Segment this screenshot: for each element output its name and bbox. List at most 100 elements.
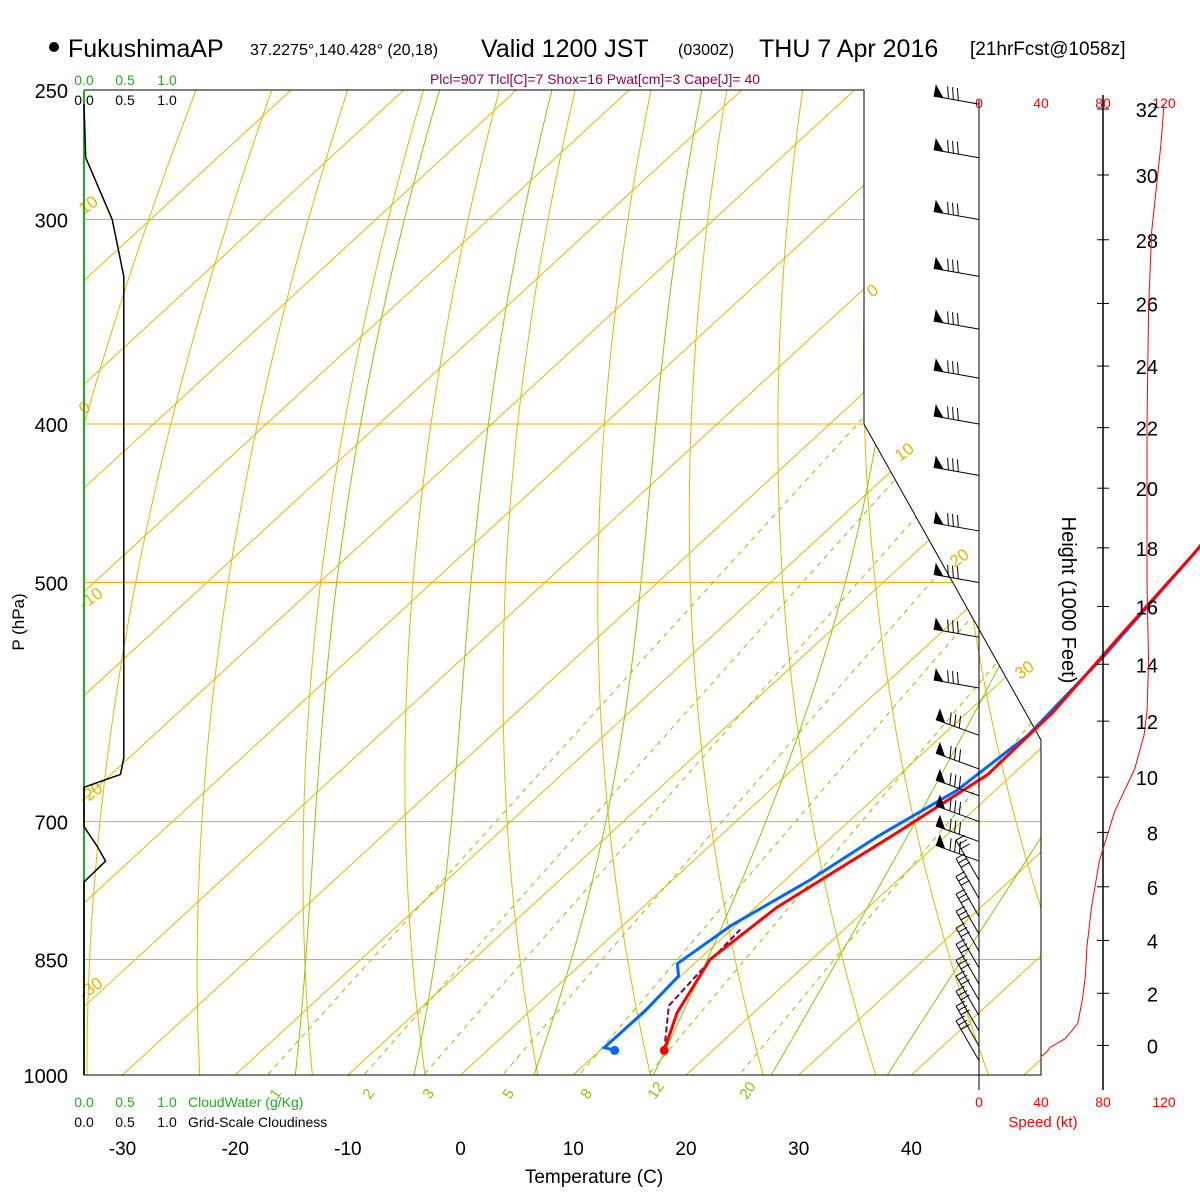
- wind-barb-shaft: [933, 415, 980, 425]
- wind-barb-feather: [960, 979, 970, 986]
- wind-barb: [933, 455, 980, 476]
- wind-barb-flag: [933, 455, 944, 470]
- mixing-ratio-label: 20: [736, 1079, 759, 1102]
- wind-barb: [935, 768, 980, 797]
- wind-barb-feather: [955, 834, 965, 841]
- mixing-ratio-line: [696, 414, 1041, 1075]
- wind-barb-feather: [949, 818, 952, 832]
- height-tick-label: 2: [1147, 984, 1158, 1006]
- height-tick-label: 12: [1136, 712, 1158, 734]
- parcel-trace: [663, 928, 741, 1051]
- temperature-tick-label: -20: [221, 1139, 248, 1160]
- isotherm-line: [404, 90, 1041, 1075]
- dry-adiabat-line: [502, 90, 583, 1075]
- wind-barb-shaft: [933, 267, 980, 277]
- height-tick-label: 26: [1136, 294, 1158, 316]
- wind-barb-feather: [947, 311, 949, 324]
- wind-barb-flag: [933, 404, 944, 418]
- cloudiness-tick: 0.0: [74, 1114, 94, 1130]
- wind-barb-feather: [952, 514, 954, 527]
- isotherm-label: 30: [1011, 657, 1037, 683]
- wind-barb-flag: [935, 708, 946, 724]
- wind-barb-feather: [958, 776, 962, 789]
- temperature-tick-label: 0: [455, 1139, 466, 1160]
- pressure-tick-label: 850: [35, 951, 68, 973]
- isotherm-line: [291, 90, 1041, 1075]
- wind-barb-feather: [947, 406, 949, 419]
- isotherm-label: 20: [946, 545, 972, 571]
- cloud-water-scale-top: 0.0 0.5 1.0: [74, 72, 177, 88]
- dry-adiabat-line: [597, 90, 665, 1075]
- wind-barb-flag: [933, 668, 944, 682]
- wind-barb-feather: [952, 620, 954, 633]
- wind-barb-flag: [935, 768, 946, 784]
- wind-barb-feather: [956, 362, 959, 375]
- wind-barb-feather: [960, 914, 970, 921]
- height-tick-label: 24: [1136, 357, 1158, 379]
- pressure-tick-label: 500: [35, 574, 68, 596]
- wind-barb: [933, 617, 980, 638]
- cloudiness-label: Grid-Scale Cloudiness: [188, 1114, 327, 1130]
- height-tick-label: 16: [1136, 597, 1158, 619]
- mixing-ratio-label: 3: [419, 1086, 438, 1103]
- wind-barb: [933, 511, 980, 532]
- wind-barb-feather: [952, 407, 954, 420]
- mixing-ratio-label: 12: [644, 1079, 667, 1102]
- cloudiness-scale-bottom: 0.0 0.5 1.0 Grid-Scale Cloudiness: [74, 1114, 327, 1130]
- cloudiness-tick: 1.0: [157, 1114, 177, 1130]
- wind-barb-feather: [952, 259, 954, 272]
- cloudiness-tick: 1.0: [157, 92, 177, 108]
- isotherm-line: [84, 90, 436, 1075]
- wind-speed-profile: [1040, 104, 1165, 1058]
- wind-barb-feather: [960, 1024, 970, 1030]
- wind-barb-feather: [960, 963, 970, 970]
- wind-barb-feather: [955, 922, 965, 929]
- cloud-water-tick: 1.0: [157, 1094, 177, 1110]
- mixing-ratio-label: 8: [577, 1086, 596, 1103]
- dry-adiabat-line: [1026, 90, 1041, 1075]
- wind-barb-shaft: [955, 960, 980, 1001]
- cloud-water-tick: 0.0: [74, 1094, 94, 1110]
- wind-barb-feather: [955, 954, 965, 961]
- wind-barb: [933, 84, 980, 105]
- pressure-tick-label: 300: [35, 211, 68, 233]
- dry-adiabat-line: [84, 90, 208, 1075]
- wind-barb-feather: [952, 202, 954, 216]
- wind-barb-feather: [960, 843, 970, 850]
- isotherm-line: [84, 90, 774, 1075]
- mixing-ratio-line: [318, 414, 954, 1075]
- pressure-tick-label: 400: [35, 415, 68, 437]
- wind-barb-shaft: [933, 466, 980, 476]
- wind-barb-feather: [955, 970, 965, 977]
- speed-tick: 120: [1152, 95, 1176, 111]
- wind-barb-feather: [954, 800, 957, 813]
- wind-barb-feather: [956, 621, 959, 634]
- wind-barb-feather: [949, 745, 952, 759]
- wind-barb-feather: [956, 313, 959, 326]
- wind-barb-flag: [933, 84, 944, 98]
- x-axis-title: Temperature (C): [525, 1167, 663, 1188]
- wind-barb-feather: [958, 959, 968, 966]
- wind-barb: [933, 199, 980, 221]
- wind-barb: [935, 708, 980, 736]
- wind-barb-flag: [933, 511, 944, 525]
- valid-utc: (0300Z): [678, 42, 734, 59]
- wind-barb-shaft: [955, 839, 980, 881]
- wind-barb-shaft: [933, 149, 980, 159]
- wind-barb: [933, 309, 980, 330]
- wind-barb-feather: [958, 802, 962, 815]
- wind-barb-shaft: [955, 944, 980, 985]
- wind-barb: [935, 741, 980, 770]
- temperature-tick-label: -30: [109, 1139, 136, 1160]
- dry-adiabat-line: [1182, 61, 1200, 1130]
- wind-barb-feather: [960, 1009, 970, 1016]
- wind-barb: [933, 668, 980, 689]
- wind-barb: [955, 888, 980, 935]
- mixing-ratio-line: [457, 414, 1041, 1075]
- cloudiness-tick: 0.5: [115, 92, 135, 108]
- wind-barb-shaft: [955, 1020, 980, 1061]
- wind-barb-feather: [958, 1005, 968, 1011]
- dewpoint-profile: [601, 543, 1200, 1052]
- wind-barb: [933, 404, 980, 425]
